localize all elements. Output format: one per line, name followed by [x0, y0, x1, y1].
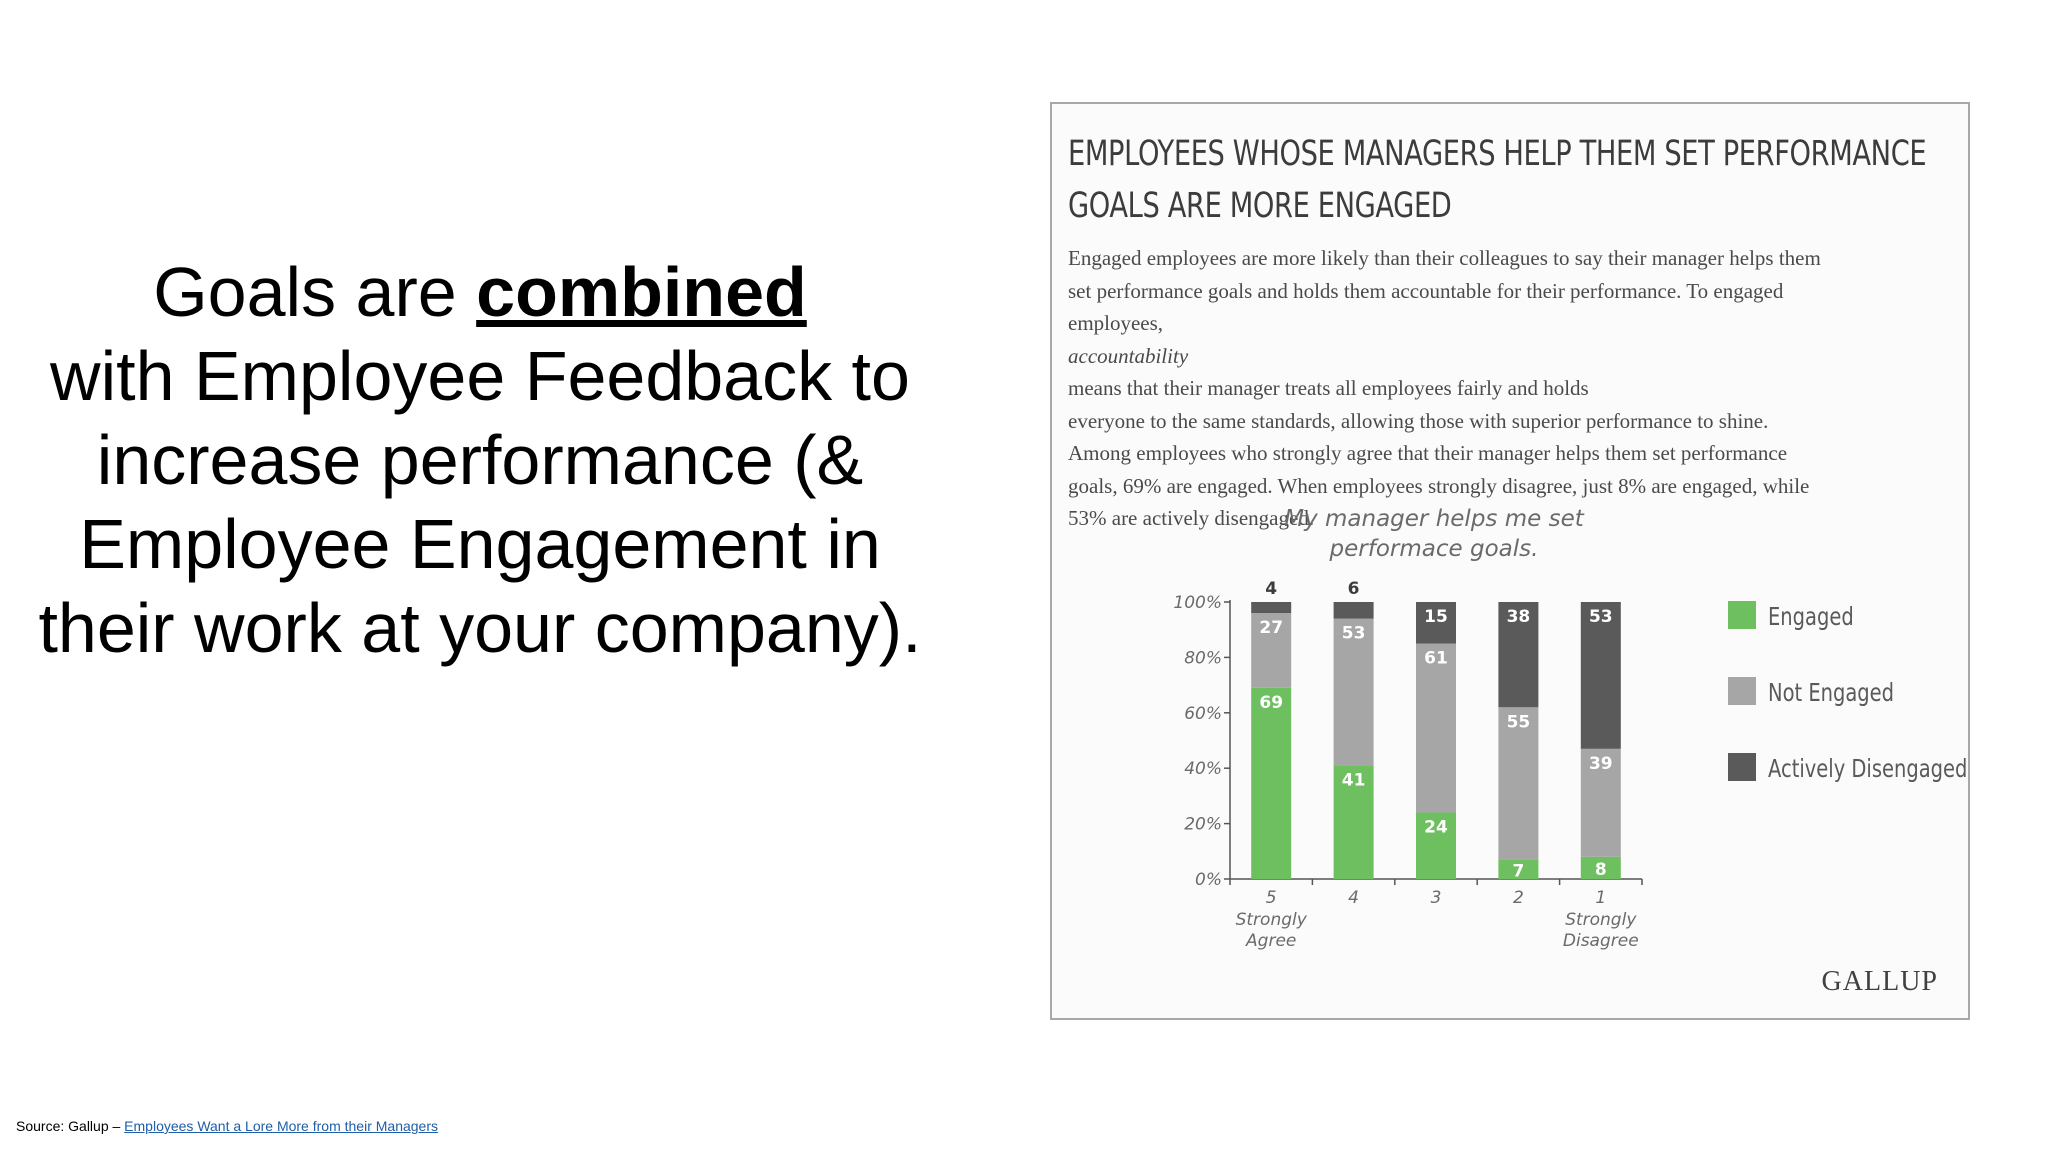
headline: Goals are combined with Employee Feedbac… — [20, 250, 940, 670]
data-label: 53 — [1342, 624, 1366, 644]
data-label: 24 — [1424, 818, 1448, 838]
source-link[interactable]: Employees Want a Lore More from their Ma… — [124, 1118, 439, 1134]
x-tick-label: 1 — [1595, 888, 1606, 908]
legend-label: Not Engaged — [1768, 679, 1894, 708]
data-label: 38 — [1507, 607, 1531, 627]
x-tick-label: 4 — [1348, 888, 1359, 908]
data-label: 55 — [1507, 712, 1531, 732]
headline-line-2: with Employee Feedback to — [50, 337, 910, 415]
y-tick-label: 100% — [1173, 593, 1222, 613]
bar-segment — [1251, 602, 1292, 614]
figure-body-line-3-start: employees, — [1068, 311, 1164, 335]
bar-segment — [1416, 602, 1456, 644]
x-tick-sublabel: Strongly — [1565, 910, 1637, 930]
figure-body-line-7: 53% are actively disengaged. — [1068, 506, 1315, 530]
legend-swatch — [1728, 753, 1756, 781]
stacked-bar-chart: My manager helps me set performace goals.… — [1173, 506, 1967, 951]
legend-swatch — [1728, 677, 1756, 705]
legend-label: Engaged — [1768, 603, 1854, 632]
bar-segment — [1498, 602, 1539, 708]
bar-segment — [1333, 602, 1374, 619]
bar-segment — [1416, 643, 1456, 813]
bar-segment — [1333, 618, 1374, 766]
legend-label: Actively Disengaged — [1768, 755, 1967, 784]
figure-body-line-5: Among employees who strongly agree that … — [1068, 441, 1788, 465]
y-tick-label: 80% — [1184, 648, 1222, 668]
figure-body-line-3: employees, accountability means that the… — [1068, 307, 1948, 405]
data-label: 8 — [1595, 860, 1607, 880]
x-tick-label: 3 — [1431, 888, 1442, 908]
data-label: 41 — [1342, 770, 1366, 790]
figure-title-line-2: GOALS ARE MORE ENGAGED — [1068, 186, 1452, 226]
source-citation: Source: Gallup – Employees Want a Lore M… — [16, 1118, 438, 1134]
bar-segment — [1580, 748, 1621, 857]
x-tick-sublabel: Agree — [1245, 931, 1296, 951]
figure-body-line-1: Engaged employees are more likely than t… — [1068, 246, 1821, 270]
bar-segment — [1251, 687, 1292, 879]
data-label: 69 — [1259, 693, 1283, 713]
gallup-logo: GALLUP — [1821, 966, 1938, 997]
y-tick-label: 40% — [1184, 759, 1222, 779]
data-label: 39 — [1589, 754, 1613, 774]
x-tick-sublabel: Strongly — [1236, 910, 1308, 930]
bar-segment — [1580, 856, 1621, 879]
legend-swatch — [1728, 601, 1756, 629]
data-label: 27 — [1259, 618, 1283, 638]
chart-title-line: My manager helps me set — [1284, 506, 1584, 532]
chart-title-line: performace goals. — [1329, 536, 1539, 562]
data-label: 6 — [1348, 579, 1360, 599]
bar-segment — [1251, 613, 1292, 688]
bar-segment — [1416, 812, 1456, 879]
data-label: 53 — [1589, 607, 1613, 627]
gallup-figure: EMPLOYEES WHOSE MANAGERS HELP THEM SET P… — [1050, 102, 1970, 1020]
headline-line-5: their work at your company). — [38, 589, 922, 667]
headline-line-3: increase performance (& — [96, 421, 864, 499]
headline-line-1: Goals are combined — [20, 250, 940, 334]
data-label: 4 — [1265, 579, 1277, 599]
x-tick-label: 5 — [1266, 888, 1277, 908]
data-label: 61 — [1424, 649, 1448, 669]
figure-body-line-2: set performance goals and holds them acc… — [1068, 278, 1784, 303]
figure-body-text: Engaged employees are more likely than t… — [1068, 242, 1948, 535]
headline-text-start: Goals are — [153, 253, 477, 331]
data-label: 7 — [1512, 861, 1524, 881]
y-tick-label: 20% — [1184, 815, 1222, 835]
x-tick-sublabel: Disagree — [1563, 931, 1639, 951]
bar-segment — [1580, 602, 1621, 749]
y-tick-label: 0% — [1195, 870, 1222, 890]
data-label: 15 — [1424, 607, 1448, 627]
figure-body-line-3-end: means that their manager treats all empl… — [1068, 376, 1589, 400]
headline-emphasis: combined — [476, 253, 807, 331]
figure-body-emphasis: accountability — [1068, 343, 1189, 368]
bar-segment — [1333, 765, 1374, 879]
bar-segment — [1498, 707, 1539, 860]
source-prefix: Source: Gallup – — [16, 1118, 125, 1134]
x-tick-label: 2 — [1513, 888, 1524, 908]
figure-body-line-4: everyone to the same standards, allowing… — [1068, 408, 1769, 433]
y-tick-label: 60% — [1184, 704, 1222, 724]
figure-body-line-6: goals, 69% are engaged. When employees s… — [1068, 473, 1810, 498]
bar-segment — [1498, 859, 1539, 879]
headline-line-4: Employee Engagement in — [79, 505, 881, 583]
